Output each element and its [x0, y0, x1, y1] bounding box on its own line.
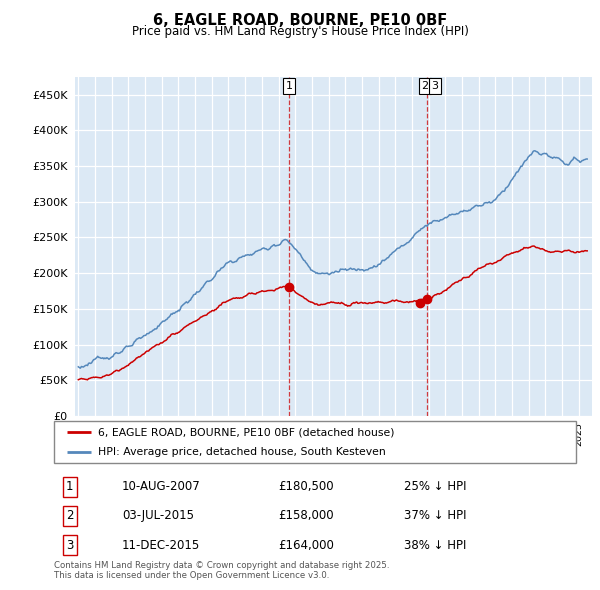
- Text: This data is licensed under the Open Government Licence v3.0.: This data is licensed under the Open Gov…: [54, 571, 329, 580]
- Text: 11-DEC-2015: 11-DEC-2015: [122, 539, 200, 552]
- Text: 1: 1: [286, 81, 292, 91]
- Text: 10-AUG-2007: 10-AUG-2007: [122, 480, 200, 493]
- Text: HPI: Average price, detached house, South Kesteven: HPI: Average price, detached house, Sout…: [98, 447, 386, 457]
- Text: 38% ↓ HPI: 38% ↓ HPI: [404, 539, 466, 552]
- Text: 3: 3: [66, 539, 73, 552]
- Text: 6, EAGLE ROAD, BOURNE, PE10 0BF (detached house): 6, EAGLE ROAD, BOURNE, PE10 0BF (detache…: [98, 427, 395, 437]
- FancyBboxPatch shape: [54, 421, 576, 463]
- Text: 37% ↓ HPI: 37% ↓ HPI: [404, 509, 466, 523]
- Text: Contains HM Land Registry data © Crown copyright and database right 2025.: Contains HM Land Registry data © Crown c…: [54, 560, 389, 569]
- Text: 3: 3: [431, 81, 439, 91]
- Text: 2: 2: [421, 81, 428, 91]
- Text: 25% ↓ HPI: 25% ↓ HPI: [404, 480, 466, 493]
- Text: 03-JUL-2015: 03-JUL-2015: [122, 509, 194, 523]
- Text: 6, EAGLE ROAD, BOURNE, PE10 0BF: 6, EAGLE ROAD, BOURNE, PE10 0BF: [153, 13, 447, 28]
- Text: £158,000: £158,000: [278, 509, 334, 523]
- Text: Price paid vs. HM Land Registry's House Price Index (HPI): Price paid vs. HM Land Registry's House …: [131, 25, 469, 38]
- Text: £164,000: £164,000: [278, 539, 334, 552]
- Text: 2: 2: [66, 509, 73, 523]
- Text: 1: 1: [66, 480, 73, 493]
- Text: £180,500: £180,500: [278, 480, 334, 493]
